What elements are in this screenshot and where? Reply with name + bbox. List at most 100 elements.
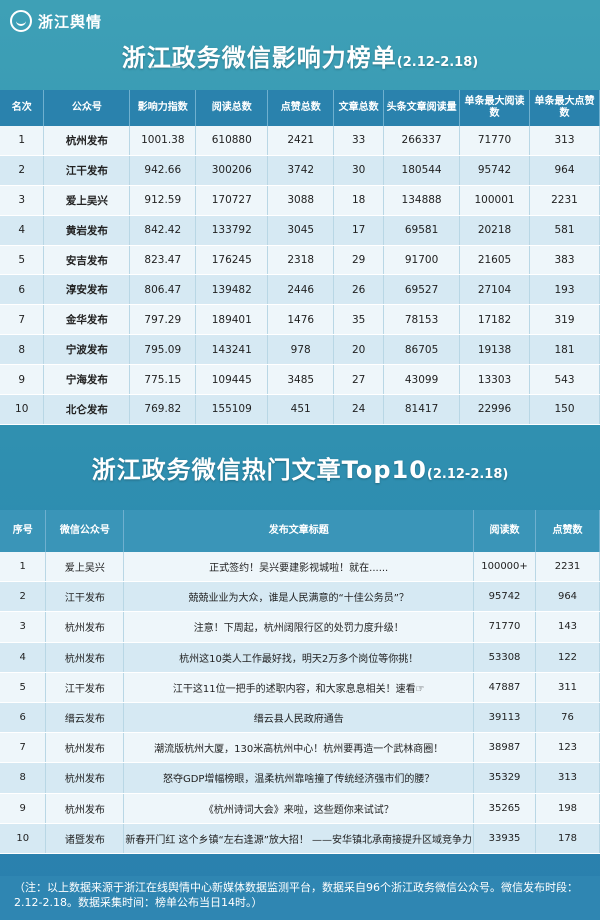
table-cell: 69527 [383,274,461,306]
table-cell: 19138 [459,334,530,366]
table-row: 9 宁海发布 775.15 109445 3485 27 43099 13303 543 [0,364,600,396]
table-cell: 6 [0,702,47,734]
table-cell: 1 [0,126,45,156]
table-cell: 3088 [267,185,335,216]
table-cell: 10 [0,823,47,854]
table-cell: 133792 [195,215,269,246]
table-row: 1 爱上吴兴 正式签约！吴兴要建影视城啦！就在...... 100000+ 2231 [0,552,600,583]
table-cell: 18 [333,185,385,216]
table-cell: 978 [267,334,335,366]
table-cell: 43099 [383,364,461,396]
brand-logo: 浙江舆情 [10,8,102,34]
table-cell: 淳安发布 [43,274,131,306]
table-cell: 581 [529,215,600,246]
top10-title: 浙江政务微信热门文章Top10(2.12-2.18) [0,450,600,485]
table-cell: 黄岩发布 [43,215,131,246]
table-cell: 266337 [383,126,461,156]
table-cell: 缙云县人民政府通告 [123,702,475,734]
table-cell: 江干发布 [45,581,125,613]
brand-name: 浙江舆情 [38,12,103,31]
table-cell: 注意！下周起，杭州阔限行区的处罚力度升级！ [123,611,475,643]
table-cell: 610880 [195,126,269,156]
col-max-reads: 单条最大阅读数 [459,90,530,126]
table-row: 6 缙云发布 缙云县人民政府通告 39113 76 [0,702,600,734]
table-row: 4 黄岩发布 842.42 133792 3045 17 69581 20218 581 [0,215,600,246]
table-cell: 22996 [459,394,530,425]
table-cell: 123 [535,732,600,764]
col-reads: 阅读数 [473,510,537,552]
table-cell: 杭州发布 [45,762,125,794]
ranking-header-row: 名次 公众号 影响力指数 阅读总数 点赞总数 文章总数 头条文章阅读量 单条最大… [0,90,600,126]
table-cell: 怒夺GDP增幅榜眼，温柔杭州靠啥撞了传统经济强市们的腰？ [123,762,475,794]
table-row: 5 安吉发布 823.47 176245 2318 29 91700 21605 383 [0,245,600,276]
table-cell: 86705 [383,334,461,366]
col-max-likes: 单条最大点赞数 [529,90,600,126]
table-cell: 38987 [473,732,537,764]
table-cell: 正式签约！吴兴要建影视城啦！就在...... [123,552,475,583]
table-cell: 823.47 [129,245,197,276]
table-cell: 543 [529,364,600,396]
table-cell: 313 [535,762,600,794]
table-cell: 33935 [473,823,537,854]
table-cell: 769.82 [129,394,197,425]
table-cell: 35265 [473,793,537,824]
table-cell: 杭州发布 [45,793,125,824]
table-row: 2 江干发布 942.66 300206 3742 30 180544 95742 964 [0,155,600,186]
table-cell: 100000+ [473,552,537,583]
table-cell: 7 [0,304,45,336]
col-account: 公众号 [43,90,131,126]
table-cell: 江干发布 [43,155,131,186]
col-article-title: 发布文章标题 [123,510,475,552]
table-row: 9 杭州发布 《杭州诗词大会》来啦，这些题你来试试？ 35265 198 [0,793,600,824]
table-cell: 杭州发布 [45,732,125,764]
table-cell: 兢兢业业为大众，谁是人民满意的“十佳公务员”？ [123,581,475,613]
table-cell: 9 [0,793,47,824]
table-cell: 4 [0,642,47,673]
col-wechat-account: 微信公众号 [45,510,125,552]
table-cell: 2 [0,581,47,613]
ranking-title: 浙江政务微信影响力榜单(2.12-2.18) [0,38,600,73]
table-cell: 109445 [195,364,269,396]
col-influence: 影响力指数 [129,90,197,126]
table-cell: 1476 [267,304,335,336]
table-cell: 宁波发布 [43,334,131,366]
table-cell: 缙云发布 [45,702,125,734]
table-cell: 775.15 [129,364,197,396]
table-cell: 170727 [195,185,269,216]
table-cell: 17182 [459,304,530,336]
table-cell: 杭州发布 [45,642,125,673]
col-total-reads: 阅读总数 [195,90,269,126]
table-cell: 311 [535,672,600,703]
table-cell: 95742 [473,581,537,613]
table-cell: 1 [0,552,47,583]
table-cell: 杭州发布 [43,126,131,156]
ranking-title-main: 浙江政务微信影响力榜单 [121,44,397,72]
ranking-table: 名次 公众号 影响力指数 阅读总数 点赞总数 文章总数 头条文章阅读量 单条最大… [0,90,600,425]
table-cell: 313 [529,126,600,156]
table-row: 7 杭州发布 潮流版杭州大厦，130米高杭州中心！杭州要再造一个武林商圈！ 38987… [0,732,600,764]
table-cell: 383 [529,245,600,276]
table-cell: 10 [0,394,45,425]
logo-icon [10,10,32,32]
footnote: （注：以上数据来源于浙江在线舆情中心新媒体数据监测平台，数据采自96个浙江政务微… [0,876,600,920]
table-cell: 宁海发布 [43,364,131,396]
table-cell: 27104 [459,274,530,306]
table-cell: 806.47 [129,274,197,306]
table-cell: 2231 [529,185,600,216]
top10-header-row: 序号 微信公众号 发布文章标题 阅读数 点赞数 [0,510,600,552]
top10-title-period: (2.12-2.18) [426,467,509,482]
table-row: 4 杭州发布 杭州这10类人工作最好找，明天2万多个岗位等你挑！ 53308 122 [0,642,600,673]
table-cell: 300206 [195,155,269,186]
table-cell: 47887 [473,672,537,703]
table-cell: 189401 [195,304,269,336]
top10-table: 序号 微信公众号 发布文章标题 阅读数 点赞数 1 爱上吴兴 正式签约！吴兴要建影视… [0,510,600,854]
table-cell: 2421 [267,126,335,156]
col-index: 序号 [0,510,47,552]
title-deco-left [150,66,180,68]
table-cell: 795.09 [129,334,197,366]
table-cell: 912.59 [129,185,197,216]
table-cell: 21605 [459,245,530,276]
table-cell: 71770 [459,126,530,156]
table-cell: 134888 [383,185,461,216]
table-row: 6 淳安发布 806.47 139482 2446 26 69527 27104 193 [0,274,600,306]
